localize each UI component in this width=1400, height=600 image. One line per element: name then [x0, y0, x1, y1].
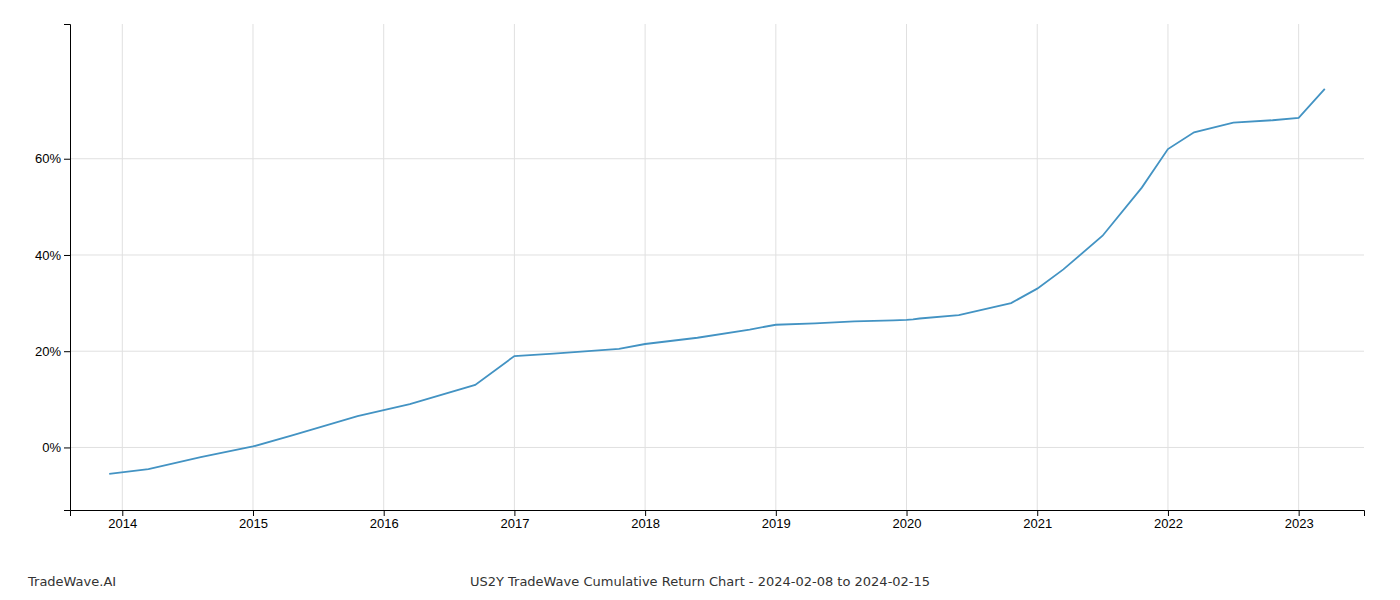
x-tick: 2023 [1285, 510, 1314, 531]
x-tick: 2022 [1154, 510, 1183, 531]
x-tick: 2016 [370, 510, 399, 531]
x-tick-mark [776, 510, 777, 516]
x-axis: 2014 2015 2016 2017 2018 2019 2020 2021 2022 2023 [71, 510, 1365, 531]
y-grid-line [70, 447, 1364, 448]
x-tick: 2017 [500, 510, 529, 531]
x-grid-line [906, 24, 907, 510]
x-tick-label: 2021 [1023, 516, 1052, 531]
y-tick-mark [64, 351, 70, 352]
y-tick-label: 20% [35, 344, 61, 359]
y-tick: 40% [35, 248, 70, 263]
plot: 2014 2015 2016 2017 2018 2019 2020 2021 2022 2023… [35, 24, 1365, 531]
y-tick: 0% [42, 440, 70, 455]
x-tick-mark [645, 510, 646, 516]
x-tick-label: 2015 [239, 516, 268, 531]
x-tick-label: 2022 [1154, 516, 1183, 531]
line [109, 89, 1325, 474]
x-tick: 2015 [239, 510, 268, 531]
y-tick-label: 40% [35, 248, 61, 263]
x-tick-label: 2023 [1285, 516, 1314, 531]
x-grid-line [383, 24, 384, 510]
y-tick: 20% [35, 344, 70, 359]
x-tick-mark [1168, 510, 1169, 516]
x-grid-line [252, 24, 253, 510]
x-tick-mark [907, 510, 908, 516]
y-tick-mark [64, 447, 70, 448]
x-tick: 2019 [762, 510, 791, 531]
y-tick-label: 60% [35, 151, 61, 166]
x-grid-line [1167, 24, 1168, 510]
chart: 2014 2015 2016 2017 2018 2019 2020 2021 2022 2023… [0, 0, 1400, 600]
x-tick-label: 2018 [631, 516, 660, 531]
x-axis-line [71, 511, 1365, 517]
x-tick-label: 2020 [893, 516, 922, 531]
y-axis-line [64, 25, 71, 511]
watermark: TradeWave.AI [27, 574, 116, 589]
x-grid-line [1037, 24, 1038, 510]
x-tick: 2014 [108, 510, 137, 531]
x-tick-label: 2017 [500, 516, 529, 531]
x-tick-mark [514, 510, 515, 516]
y-grid-line [70, 254, 1364, 255]
y-axis: 0% 20% 40% 60% [35, 25, 71, 511]
y-tick-label: 0% [42, 440, 61, 455]
x-tick-label: 2019 [762, 516, 791, 531]
x-tick: 2018 [631, 510, 660, 531]
grid [70, 24, 1364, 510]
x-grid-line [1298, 24, 1299, 510]
x-grid-line [645, 24, 646, 510]
x-tick-mark [122, 510, 123, 516]
marks [109, 89, 1325, 474]
y-tick: 60% [35, 151, 70, 166]
x-tick-label: 2016 [370, 516, 399, 531]
x-grid-line [514, 24, 515, 510]
y-tick-mark [64, 255, 70, 256]
y-grid-line [70, 351, 1364, 352]
x-grid-line [775, 24, 776, 510]
y-grid-line [70, 158, 1364, 159]
x-tick: 2020 [893, 510, 922, 531]
x-tick-mark [253, 510, 254, 516]
x-tick-mark [1299, 510, 1300, 516]
x-tick-mark [1037, 510, 1038, 516]
title: US2Y TradeWave Cumulative Return Chart -… [470, 574, 930, 589]
x-grid-line [122, 24, 123, 510]
x-tick-label: 2014 [108, 516, 137, 531]
y-tick-mark [64, 159, 70, 160]
x-tick-mark [384, 510, 385, 516]
x-tick: 2021 [1023, 510, 1052, 531]
